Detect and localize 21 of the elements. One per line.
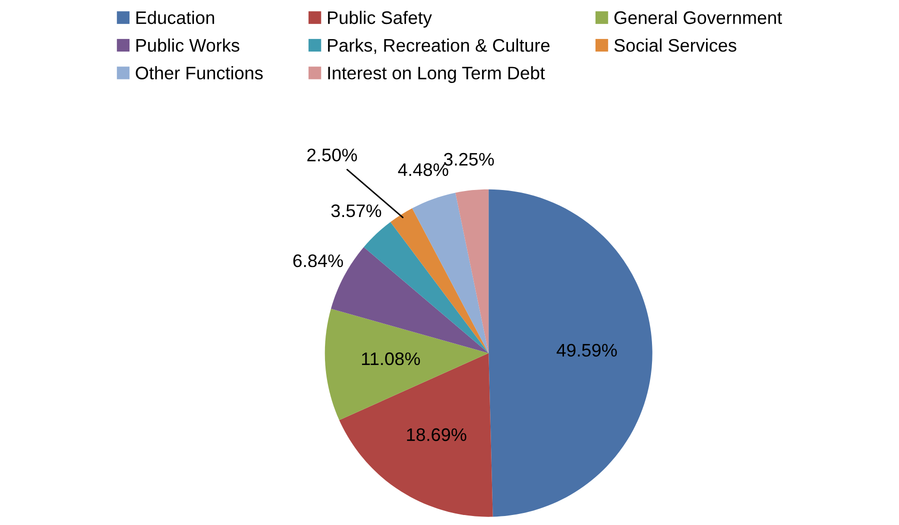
legend-label: Parks, Recreation & Culture <box>328 38 550 54</box>
pie-slice <box>339 353 493 517</box>
data-label: 11.08% <box>362 352 420 366</box>
data-label: 2.50% <box>307 148 357 162</box>
legend-label: Public Safety <box>328 10 432 28</box>
legend-label: Social Services <box>614 38 736 52</box>
legend-label: Education <box>136 10 214 24</box>
pie-slice <box>390 208 489 354</box>
legend-label: General Government <box>614 10 782 24</box>
pie-slice <box>455 189 489 354</box>
data-label: 3.57% <box>331 204 382 218</box>
legend-label: Public Works <box>136 38 240 52</box>
data-label: 6.84% <box>293 254 343 268</box>
legend-label: Other Functions <box>136 66 263 80</box>
pie-slice <box>488 189 652 517</box>
pie-slice <box>364 222 489 354</box>
data-label: 18.69% <box>407 428 466 442</box>
pie-slice <box>412 192 489 354</box>
legend-label: Interest on Long Term Debt <box>328 66 545 83</box>
pie-slice <box>324 308 489 420</box>
data-label: 49.59% <box>556 344 617 357</box>
